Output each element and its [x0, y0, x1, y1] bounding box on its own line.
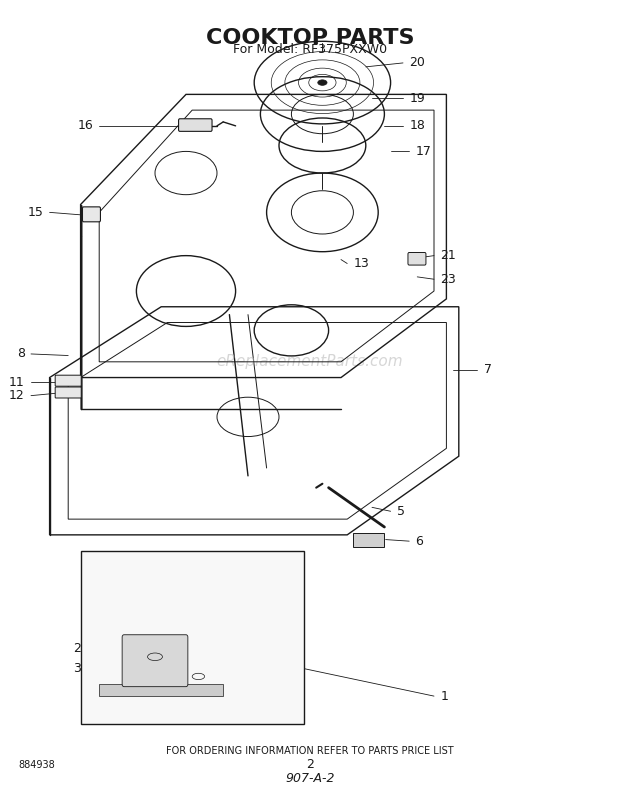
Ellipse shape [318, 79, 327, 85]
FancyBboxPatch shape [55, 375, 81, 386]
Text: FOR ORDERING INFORMATION REFER TO PARTS PRICE LIST: FOR ORDERING INFORMATION REFER TO PARTS … [166, 746, 454, 756]
Text: 6: 6 [415, 534, 423, 548]
FancyBboxPatch shape [55, 387, 81, 398]
Text: eReplacementParts.com: eReplacementParts.com [216, 354, 404, 369]
Text: 18: 18 [409, 120, 425, 132]
Text: 15: 15 [27, 206, 43, 219]
Text: COOKTOP PARTS: COOKTOP PARTS [206, 28, 414, 47]
FancyBboxPatch shape [179, 119, 212, 131]
Text: 11: 11 [9, 375, 25, 389]
Text: 907-A-2: 907-A-2 [285, 772, 335, 785]
Text: 17: 17 [415, 145, 432, 157]
FancyBboxPatch shape [82, 207, 100, 222]
Text: For Model: RF375PXXW0: For Model: RF375PXXW0 [233, 43, 387, 56]
Text: 5: 5 [397, 504, 405, 518]
Text: 19: 19 [409, 92, 425, 105]
Text: 23: 23 [440, 273, 456, 286]
Text: 7: 7 [484, 363, 492, 376]
Text: 20: 20 [409, 57, 425, 69]
Text: 13: 13 [353, 257, 369, 270]
Text: 21: 21 [440, 249, 456, 262]
Text: 16: 16 [78, 120, 93, 132]
Text: 3: 3 [73, 662, 81, 675]
Polygon shape [99, 685, 223, 696]
FancyBboxPatch shape [408, 253, 426, 265]
Text: 1: 1 [440, 689, 448, 703]
Text: 8: 8 [17, 347, 25, 360]
Text: 4: 4 [273, 689, 281, 703]
Text: 2: 2 [73, 642, 81, 656]
FancyBboxPatch shape [122, 635, 188, 687]
Bar [81, 551, 304, 723]
Bar [353, 533, 384, 547]
Text: 12: 12 [9, 389, 25, 402]
Text: 2: 2 [306, 758, 314, 771]
Text: 884938: 884938 [19, 759, 55, 770]
